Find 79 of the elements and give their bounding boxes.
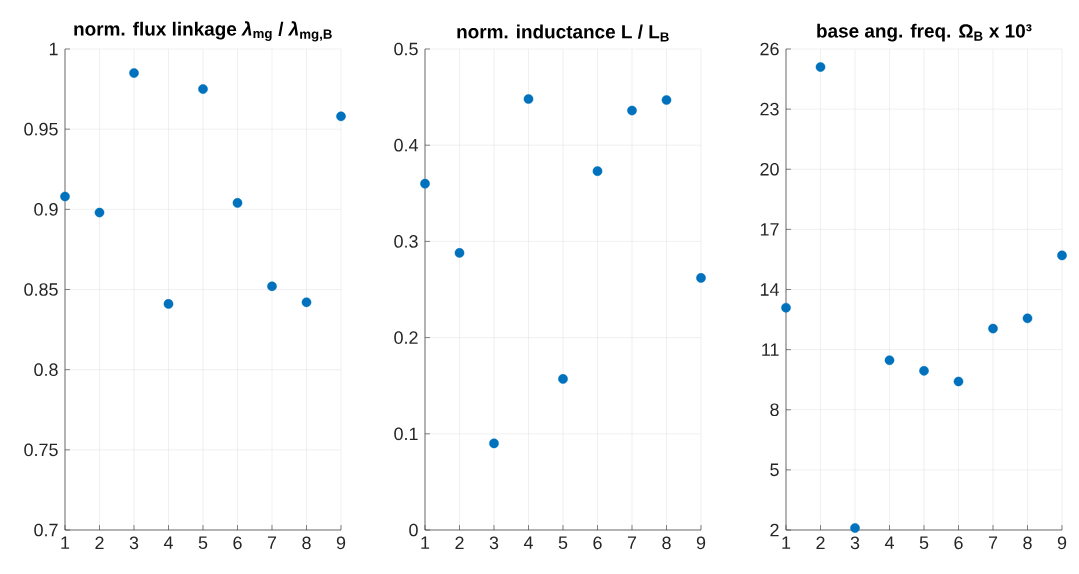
- point: [884, 355, 895, 366]
- point: [163, 299, 174, 309]
- x-tick-label: 3: [850, 536, 860, 550]
- point: [198, 84, 208, 94]
- x-tick-label: 7: [627, 536, 637, 549]
- y-tick-label: 14: [760, 283, 779, 296]
- point: [489, 438, 499, 449]
- chart-title: norm. inductance L / L$_{B}$: [457, 24, 669, 42]
- point: [558, 374, 568, 384]
- point: [336, 111, 346, 122]
- x-tick-label: 6: [954, 536, 963, 550]
- x-tick-label: 1: [61, 536, 70, 549]
- point: [232, 198, 243, 208]
- point: [953, 376, 964, 387]
- point: [523, 94, 534, 104]
- x-tick-label: 8: [1023, 536, 1032, 550]
- y-tick-label: 5: [770, 463, 779, 477]
- y-tick-label: 8: [770, 403, 779, 417]
- y-tick-label: 0.75: [24, 443, 58, 457]
- x-tick-label: 4: [523, 536, 533, 549]
- y-tick-label: 0.4: [394, 138, 418, 152]
- y-tick-label: 1: [49, 42, 58, 56]
- x-tick-label: 3: [489, 536, 499, 550]
- x-tick-label: 5: [558, 536, 568, 550]
- y-tick-label: 0.1: [394, 427, 418, 441]
- x-tick-label: 9: [336, 536, 346, 550]
- x-tick-label: 8: [302, 536, 311, 550]
- x-tick-label: 1: [782, 536, 791, 549]
- x-tick-label: 7: [988, 536, 998, 549]
- x-tick-label: 7: [267, 536, 277, 549]
- y-tick-label: 26: [760, 42, 779, 56]
- point: [592, 166, 603, 176]
- y-tick-label: 0.7: [34, 523, 58, 537]
- y-tick-label: 11: [762, 343, 779, 356]
- y-tick-label: 0.2: [394, 331, 418, 344]
- x-tick-label: 2: [95, 536, 104, 550]
- y-tick-label: 23: [760, 102, 779, 116]
- point: [267, 281, 277, 292]
- x-tick-label: 1: [421, 536, 430, 549]
- point: [815, 62, 826, 72]
- x-tick-label: 6: [593, 536, 602, 550]
- y-tick-label: 0.95: [24, 122, 58, 136]
- point: [94, 207, 105, 218]
- y-tick-label: 0.8: [34, 363, 58, 377]
- x-tick-label: 8: [662, 536, 671, 550]
- x-tick-label: 4: [884, 536, 894, 549]
- chart-title: norm. flux linkage λ$_{mg}$ / λ$_{mg,B}$: [74, 21, 332, 42]
- x-tick-label: 5: [919, 536, 929, 550]
- x-tick-label: 5: [198, 536, 208, 550]
- y-tick-label: 0.5: [394, 42, 418, 56]
- y-tick-label: 0.9: [34, 202, 58, 216]
- point: [919, 366, 929, 376]
- y-tick-label: 17: [760, 223, 779, 236]
- x-tick-label: 4: [163, 536, 173, 549]
- y-tick-label: 0.85: [24, 283, 58, 296]
- y-tick-label: 20: [760, 162, 779, 176]
- point: [781, 302, 791, 313]
- point: [301, 297, 312, 308]
- point: [627, 105, 637, 116]
- point: [661, 95, 672, 105]
- y-tick-label: 2: [770, 523, 779, 537]
- point: [420, 178, 430, 189]
- x-tick-label: 9: [696, 536, 706, 550]
- x-tick-label: 6: [233, 536, 242, 550]
- point: [850, 523, 860, 533]
- x-tick-label: 2: [455, 536, 464, 550]
- point: [696, 273, 706, 283]
- point: [988, 323, 998, 334]
- point: [1022, 313, 1033, 324]
- point: [129, 68, 139, 78]
- x-tick-label: 9: [1057, 536, 1067, 550]
- y-tick-label: 0.3: [394, 235, 418, 248]
- chart-title: base ang. freq. Ω$_{B}$ x 10³: [817, 23, 1032, 42]
- point: [60, 191, 70, 202]
- point: [454, 248, 465, 258]
- x-tick-label: 2: [816, 536, 825, 550]
- point: [1057, 250, 1067, 261]
- y-tick-label: 0: [409, 523, 418, 537]
- x-tick-label: 3: [129, 536, 139, 550]
